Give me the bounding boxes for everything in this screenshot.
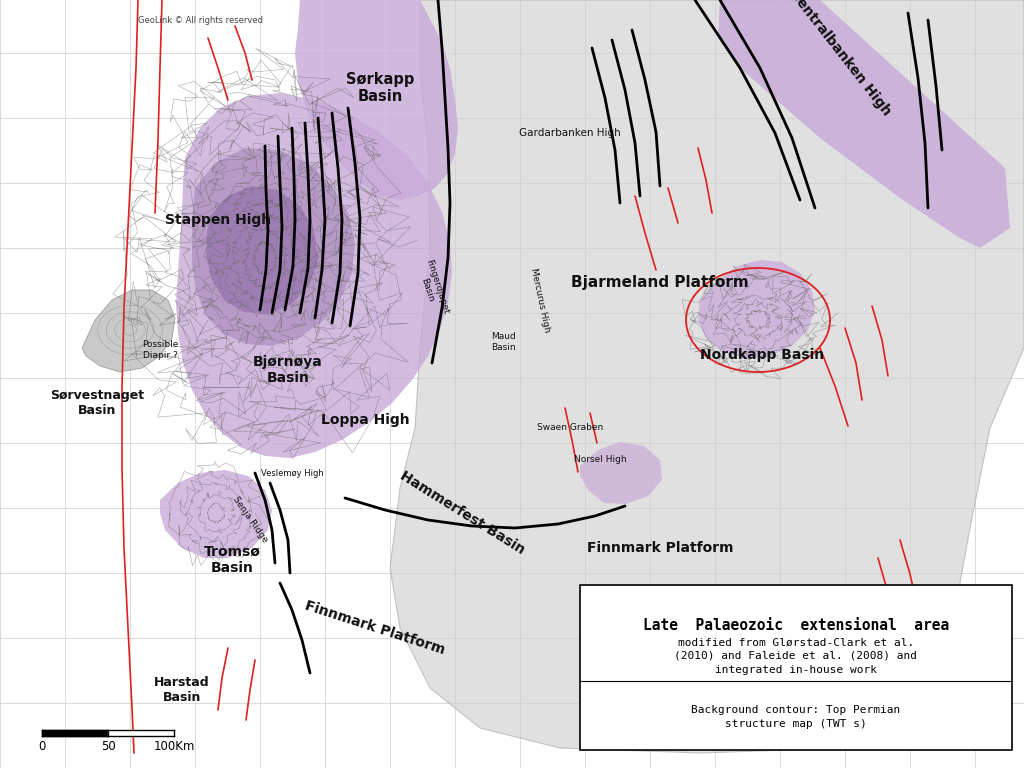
- Text: Norsel High: Norsel High: [573, 455, 627, 465]
- Text: Sørkapp
Basin: Sørkapp Basin: [346, 71, 414, 104]
- Text: Sentralbanken High: Sentralbanken High: [786, 0, 893, 118]
- Polygon shape: [580, 442, 662, 504]
- Text: Swaen Graben: Swaen Graben: [537, 423, 603, 432]
- Text: GeoLink © All rights reserved: GeoLink © All rights reserved: [138, 16, 263, 25]
- Polygon shape: [82, 290, 175, 372]
- Text: 50: 50: [100, 740, 116, 753]
- Text: Hammerfest Basin: Hammerfest Basin: [397, 468, 527, 558]
- Text: Nordkapp Basin: Nordkapp Basin: [700, 348, 824, 362]
- Text: Loppa High: Loppa High: [321, 413, 410, 427]
- Text: Maud
Basin: Maud Basin: [490, 333, 515, 352]
- Text: Finnmark Platform: Finnmark Platform: [587, 541, 733, 555]
- Text: Senja Ridge: Senja Ridge: [230, 495, 269, 545]
- Text: Mercurus High: Mercurus High: [528, 267, 551, 333]
- Text: Bjørnøya
Basin: Bjørnøya Basin: [253, 355, 323, 385]
- Polygon shape: [160, 470, 272, 558]
- Bar: [580, 585, 1012, 750]
- Text: Veslemøy High: Veslemøy High: [261, 468, 324, 478]
- Text: modified from Glørstad-Clark et al.
(2010) and Faleide et al. (2008) and
integra: modified from Glørstad-Clark et al. (201…: [675, 637, 918, 674]
- Text: Sørvestnaget
Basin: Sørvestnaget Basin: [50, 389, 144, 417]
- Polygon shape: [390, 0, 1024, 753]
- Text: Stappen High: Stappen High: [165, 213, 271, 227]
- Text: Possible
Diapir ?: Possible Diapir ?: [141, 340, 178, 359]
- Text: Background contour: Top Permian
structure map (TWT s): Background contour: Top Permian structur…: [691, 705, 901, 729]
- Text: Harstad
Basin: Harstad Basin: [155, 676, 210, 704]
- Polygon shape: [698, 260, 815, 358]
- Text: Fingerdjupet
Basin: Fingerdjupet Basin: [414, 258, 450, 318]
- Text: Bjarmeland Platform: Bjarmeland Platform: [571, 276, 749, 290]
- Polygon shape: [193, 148, 355, 346]
- Polygon shape: [718, 0, 1010, 248]
- Text: Late  Palaeozoic  extensional  area: Late Palaeozoic extensional area: [643, 618, 949, 633]
- Text: Finnmark Platform: Finnmark Platform: [303, 599, 446, 657]
- Polygon shape: [176, 93, 452, 458]
- Text: Gardarbanken High: Gardarbanken High: [519, 128, 621, 138]
- Polygon shape: [295, 0, 458, 200]
- Text: 100Km: 100Km: [154, 740, 195, 753]
- Text: 0: 0: [38, 740, 46, 753]
- Text: Tromsø
Basin: Tromsø Basin: [204, 545, 260, 575]
- Polygon shape: [206, 186, 318, 314]
